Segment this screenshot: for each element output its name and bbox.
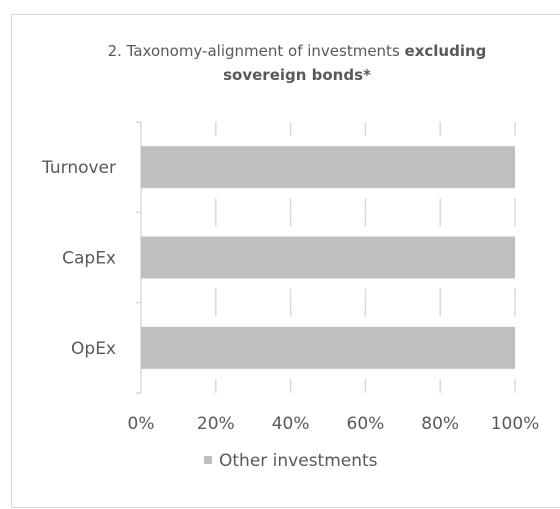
x-tick-label: 0% [128, 414, 155, 434]
bar [141, 236, 515, 279]
chart-title-bold: excluding [405, 42, 487, 60]
bar-chart: 2. Taxonomy-alignment of investments exc… [41, 42, 540, 471]
chart-container: 2. Taxonomy-alignment of investments exc… [11, 14, 560, 508]
y-axis [136, 121, 142, 394]
x-tick-label: 40% [272, 414, 310, 434]
category-label: OpEx [71, 339, 116, 359]
x-tick-label: 80% [421, 414, 459, 434]
category-label: Turnover [41, 158, 116, 178]
bar [141, 326, 515, 369]
legend-label: Other investments [219, 451, 378, 471]
gridlines [215, 122, 516, 393]
category-labels: Turnover CapEx OpEx [41, 158, 116, 359]
bar [141, 146, 515, 189]
legend-swatch [204, 456, 212, 464]
chart-title-line-2: sovereign bonds* [223, 66, 371, 84]
legend: Other investments [204, 451, 378, 471]
x-tick-label: 20% [197, 414, 235, 434]
x-tick-labels: 0% 20% 40% 60% 80% 100% [128, 414, 540, 434]
chart-title-regular: 2. Taxonomy-alignment of investments [108, 42, 405, 60]
x-tick-label: 100% [491, 414, 540, 434]
x-tick-label: 60% [347, 414, 385, 434]
chart-title-line-1: 2. Taxonomy-alignment of investments exc… [108, 42, 487, 60]
bars [141, 146, 515, 369]
category-label: CapEx [62, 249, 116, 269]
